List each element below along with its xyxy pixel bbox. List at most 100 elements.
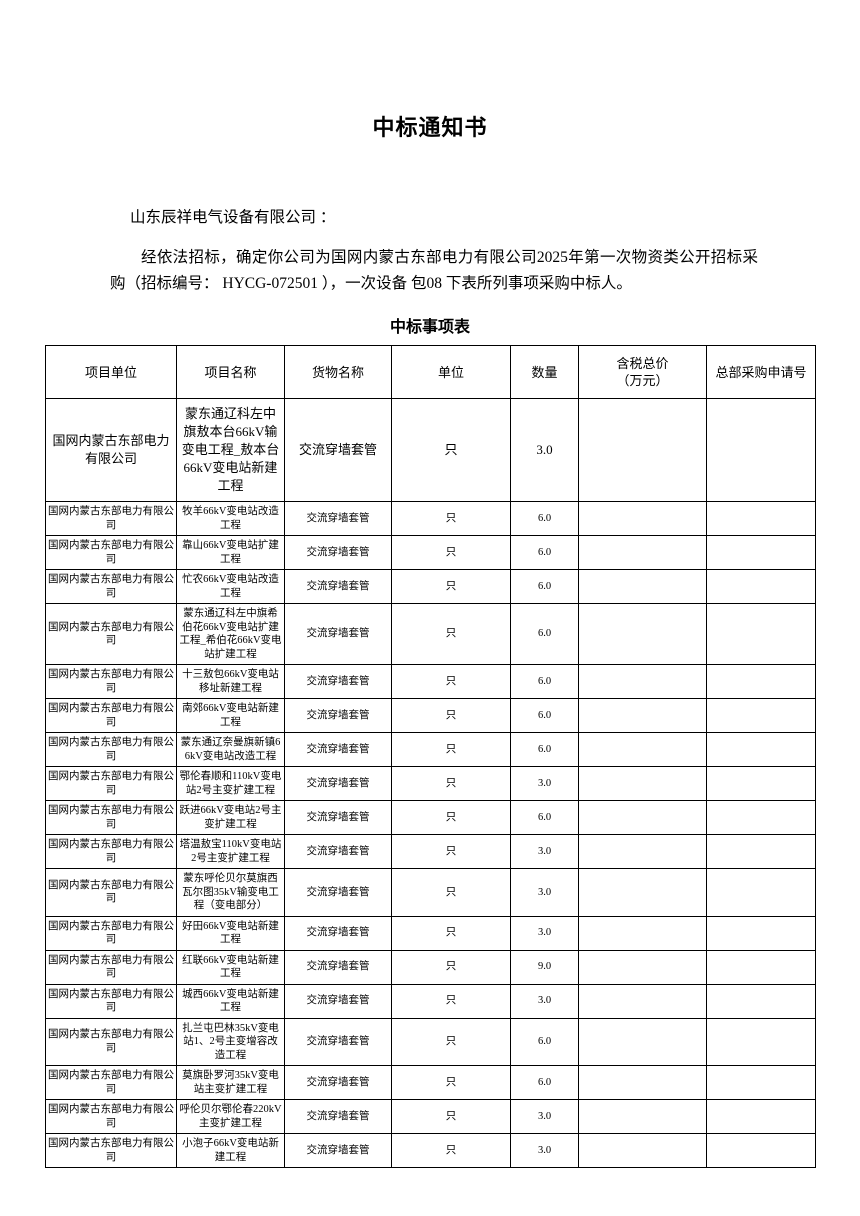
cell-unit: 只	[391, 398, 511, 502]
cell-total-price	[578, 1017, 707, 1066]
cell-hq-request-no	[706, 603, 816, 665]
cell-unit: 只	[391, 949, 511, 985]
header-row: 项目单位 项目名称 货物名称 单位 数量 含税总价 （万元） 总部采购申请号	[45, 345, 816, 399]
table-row: 国网内蒙古东部电力有限公司 扎兰屯巴林35kV变电站1、2号主变增容改造工程 交流穿…	[45, 1017, 816, 1066]
cell-hq-request-no	[706, 664, 816, 699]
cell-project-name: 南郊66kV变电站新建工程	[176, 698, 285, 733]
cell-quantity: 6.0	[510, 535, 579, 570]
cell-goods-name: 交流穿墙套管	[284, 1065, 392, 1100]
page-title: 中标通知书	[372, 115, 488, 140]
cell-total-price	[578, 664, 707, 699]
cell-project-unit: 国网内蒙古东部电力有限公司	[45, 1099, 177, 1134]
cell-hq-request-no	[706, 766, 816, 801]
cell-goods-name: 交流穿墙套管	[284, 1099, 392, 1134]
table-row: 国网内蒙古东部电力有限公司 蒙东通辽奈曼旗新镇66kV变电站改造工程 交流穿墙套管只…	[45, 732, 816, 767]
column-header-goods-name: 货物名称	[284, 345, 392, 399]
cell-hq-request-no	[706, 949, 816, 985]
column-header-quantity: 数量	[510, 345, 579, 399]
cell-hq-request-no	[706, 983, 816, 1019]
cell-unit: 只	[391, 569, 511, 604]
cell-project-unit: 国网内蒙古东部电力有限公司	[45, 398, 177, 502]
cell-unit: 只	[391, 501, 511, 536]
cell-quantity: 6.0	[510, 603, 579, 665]
cell-project-name: 蒙东通辽科左中旗希伯花66kV变电站扩建工程_希伯花66kV变电站扩建工程	[176, 603, 285, 665]
cell-quantity: 3.0	[510, 868, 579, 917]
table-row: 国网内蒙古东部电力有限公司 南郊66kV变电站新建工程 交流穿墙套管只 6.0	[45, 698, 816, 733]
cell-quantity: 9.0	[510, 949, 579, 985]
cell-total-price	[578, 868, 707, 917]
salutation-line: 山东辰祥电气设备有限公司 ：	[130, 209, 336, 226]
cell-project-unit: 国网内蒙古东部电力有限公司	[45, 834, 177, 869]
cell-hq-request-no	[706, 698, 816, 733]
cell-total-price	[578, 501, 707, 536]
cell-total-price	[578, 1099, 707, 1134]
cell-hq-request-no	[706, 501, 816, 536]
cell-quantity: 3.0	[510, 915, 579, 951]
table-row: 国网内蒙古东部电力有限公司 好田66kV变电站新建工程 交流穿墙套管只 3.0	[45, 915, 816, 951]
table-title: 中标事项表	[389, 319, 470, 336]
cell-goods-name: 交流穿墙套管	[284, 501, 392, 536]
cell-project-name: 莫旗卧罗河35kV变电站主变扩建工程	[176, 1065, 285, 1100]
table-row: 国网内蒙古东部电力有限公司 小泡子66kV变电站新建工程 交流穿墙套管只 3.0	[45, 1133, 816, 1168]
cell-hq-request-no	[706, 535, 816, 570]
cell-quantity: 6.0	[510, 1065, 579, 1100]
cell-total-price	[578, 915, 707, 951]
cell-project-unit: 国网内蒙古东部电力有限公司	[45, 800, 177, 835]
cell-quantity: 6.0	[510, 569, 579, 604]
cell-hq-request-no	[706, 569, 816, 604]
cell-goods-name: 交流穿墙套管	[284, 535, 392, 570]
cell-hq-request-no	[706, 834, 816, 869]
table-row: 国网内蒙古东部电力有限公司 靠山66kV变电站扩建工程 交流穿墙套管只 6.0	[45, 535, 816, 570]
table-row: 国网内蒙古东部电力有限公司 蒙东通辽科左中旗希伯花66kV变电站扩建工程_希伯花6…	[45, 603, 816, 665]
cell-project-name: 十三敖包66kV变电站移址新建工程	[176, 664, 285, 699]
body-paragraph: 经依法招标，确定你公司为国网内蒙古东部电力有限公司2025年第一次物资类公开招标…	[110, 245, 758, 297]
cell-project-unit: 国网内蒙古东部电力有限公司	[45, 983, 177, 1019]
cell-project-unit: 国网内蒙古东部电力有限公司	[45, 603, 177, 665]
cell-unit: 只	[391, 983, 511, 1019]
table-body: 国网内蒙古东部电力有限公司 蒙东通辽科左中旗敖本台66kV输变电工程_敖本台66k…	[45, 398, 816, 1168]
column-header-total-price: 含税总价 （万元）	[578, 345, 707, 399]
cell-project-unit: 国网内蒙古东部电力有限公司	[45, 949, 177, 985]
cell-goods-name: 交流穿墙套管	[284, 915, 392, 951]
cell-unit: 只	[391, 535, 511, 570]
cell-unit: 只	[391, 664, 511, 699]
cell-unit: 只	[391, 868, 511, 917]
cell-quantity: 3.0	[510, 1133, 579, 1168]
cell-hq-request-no	[706, 1099, 816, 1134]
cell-goods-name: 交流穿墙套管	[284, 1017, 392, 1066]
table-row: 国网内蒙古东部电力有限公司 鄂伦春顺和110kV变电站2号主变扩建工程 交流穿墙套管…	[45, 766, 816, 801]
cell-total-price	[578, 949, 707, 985]
cell-total-price	[578, 603, 707, 665]
cell-goods-name: 交流穿墙套管	[284, 603, 392, 665]
cell-total-price	[578, 535, 707, 570]
cell-quantity: 3.0	[510, 1099, 579, 1134]
cell-unit: 只	[391, 800, 511, 835]
paragraph-part-2: ），一次设备	[321, 275, 408, 292]
table-row: 国网内蒙古东部电力有限公司 红联66kV变电站新建工程 交流穿墙套管只 9.0	[45, 949, 816, 985]
cell-total-price	[578, 398, 707, 502]
total-price-line-1: 含税总价	[616, 356, 669, 371]
cell-total-price	[578, 766, 707, 801]
cell-quantity: 6.0	[510, 698, 579, 733]
cell-hq-request-no	[706, 1065, 816, 1100]
cell-goods-name: 交流穿墙套管	[284, 1133, 392, 1168]
cell-total-price	[578, 1065, 707, 1100]
cell-quantity: 6.0	[510, 732, 579, 767]
column-header-hq-request-no: 总部采购申请号	[706, 345, 816, 399]
table-row: 国网内蒙古东部电力有限公司 城西66kV变电站新建工程 交流穿墙套管只 3.0	[45, 983, 816, 1019]
cell-total-price	[578, 569, 707, 604]
cell-unit: 只	[391, 1099, 511, 1134]
cell-project-unit: 国网内蒙古东部电力有限公司	[45, 1017, 177, 1066]
cell-quantity: 6.0	[510, 664, 579, 699]
cell-goods-name: 交流穿墙套管	[284, 766, 392, 801]
table-row: 国网内蒙古东部电力有限公司 蒙东通辽科左中旗敖本台66kV输变电工程_敖本台66k…	[45, 398, 816, 502]
cell-hq-request-no	[706, 915, 816, 951]
cell-unit: 只	[391, 1133, 511, 1168]
cell-unit: 只	[391, 1017, 511, 1066]
cell-project-unit: 国网内蒙古东部电力有限公司	[45, 569, 177, 604]
bid-items-table: 项目单位 项目名称 货物名称 单位 数量 含税总价 （万元） 总部采购申请号 国…	[45, 345, 816, 1168]
table-row: 国网内蒙古东部电力有限公司 莫旗卧罗河35kV变电站主变扩建工程 交流穿墙套管只 6.…	[45, 1065, 816, 1100]
cell-goods-name: 交流穿墙套管	[284, 949, 392, 985]
cell-hq-request-no	[706, 800, 816, 835]
